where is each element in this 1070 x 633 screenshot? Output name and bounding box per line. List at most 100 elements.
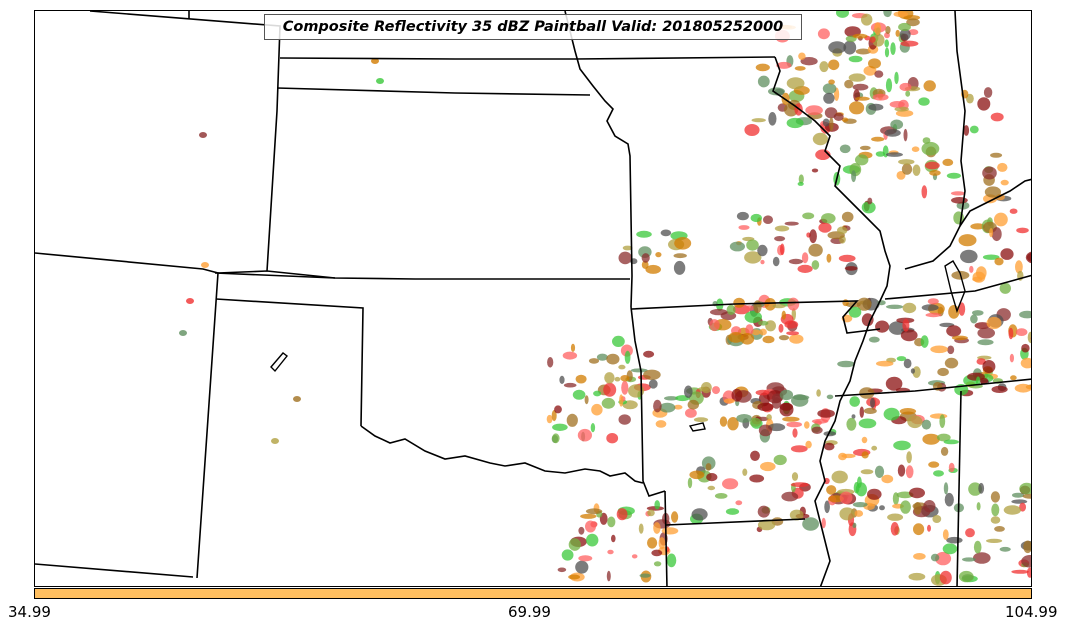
paintball-blob — [991, 503, 1000, 517]
paintball-blob — [986, 538, 1003, 544]
paintball-blob — [977, 339, 994, 346]
paintball-blob — [888, 321, 907, 335]
paintball-blob — [746, 239, 759, 251]
paintball-blob — [591, 403, 603, 416]
paintball-blob — [794, 66, 806, 71]
paintball-blob — [885, 26, 891, 34]
paintball-blob — [750, 213, 762, 223]
paintball-blob — [655, 420, 667, 428]
border-ky-tn — [884, 274, 1031, 300]
paintball-blob — [824, 500, 830, 514]
paintball-blob — [570, 343, 576, 352]
border-ms-al — [956, 390, 962, 586]
paintball-blob — [833, 112, 844, 121]
paintball-blob — [787, 297, 800, 311]
paintball-blob — [958, 234, 977, 247]
paintball-blob — [631, 554, 638, 559]
paintball-blob — [780, 243, 785, 256]
paintball-blob — [921, 419, 932, 430]
paintball-blob — [725, 508, 740, 515]
paintball-blob — [876, 360, 894, 367]
lakes — [270, 260, 966, 432]
paintball-blob — [883, 407, 900, 421]
paintball-blob — [927, 298, 939, 305]
paintball-blob — [786, 77, 805, 90]
paintball-blob — [791, 472, 799, 481]
paintball-blob — [912, 366, 921, 378]
paintball-blob — [577, 428, 593, 442]
paintball-blob — [983, 87, 993, 98]
paintball-blob — [870, 397, 875, 408]
paintball-blob — [869, 36, 876, 43]
paintball-blob — [547, 357, 554, 368]
paintball-blob — [1021, 555, 1031, 568]
paintball-blob — [1003, 505, 1022, 515]
paintball-blob — [890, 119, 904, 130]
colorbar — [34, 588, 1032, 599]
paintball-blob — [838, 254, 856, 262]
paintball-blob — [921, 304, 939, 311]
paintball-blob — [749, 474, 765, 483]
paintball-blob — [673, 260, 686, 275]
paintball-blob — [859, 406, 864, 418]
paintball-blob — [651, 549, 663, 557]
paintball-blob — [1009, 353, 1015, 363]
paintball-blob — [726, 304, 736, 315]
paintball-blob — [779, 389, 794, 401]
paintball-blob — [606, 433, 619, 444]
paintball-blob — [986, 316, 1002, 330]
paintball-blob — [552, 423, 568, 431]
paintball-blob — [638, 523, 644, 534]
paintball-blob — [851, 414, 856, 419]
paintball-blob — [898, 159, 915, 165]
paintball-blob — [885, 78, 893, 93]
paintball-blob — [772, 256, 780, 267]
paintball-blob — [927, 524, 931, 532]
paintball-blob — [753, 300, 762, 314]
paintball-blob — [871, 136, 885, 142]
paintball-blob — [1027, 331, 1031, 344]
paintball-blob — [750, 450, 760, 461]
paintball-blob — [963, 125, 970, 136]
paintball-blob — [925, 312, 942, 318]
paintball-blob — [854, 510, 864, 517]
paintball-blob — [901, 163, 913, 175]
paintball-blob — [551, 410, 557, 422]
paintball-blob — [855, 154, 869, 166]
paintball-blob — [376, 78, 384, 84]
paintball-blob — [797, 264, 813, 273]
paintball-blob — [990, 491, 1001, 503]
border-mo-ar — [631, 300, 881, 334]
paintball-blob — [727, 417, 739, 431]
paintball-blob — [909, 487, 925, 499]
paintball-blob — [596, 353, 608, 361]
paintball-blob — [1000, 179, 1009, 186]
paintball-blob — [719, 416, 728, 427]
paintball-blob — [585, 508, 603, 515]
paintball-blob — [821, 517, 826, 529]
paintball-blob — [928, 461, 940, 468]
colorbar-tick-max: 104.99 — [1005, 603, 1058, 621]
paintball-blob — [792, 394, 810, 401]
paintball-blob — [982, 166, 997, 180]
paintball-blob — [977, 97, 991, 111]
paintball-blob — [897, 464, 906, 477]
paintball-blob — [712, 386, 720, 395]
paintball-blob — [714, 493, 728, 499]
paintball-blob — [969, 265, 974, 273]
paintball-blob — [867, 488, 882, 500]
paintball-blob — [664, 396, 679, 401]
paintball-blob — [907, 415, 923, 429]
paintball-blob — [744, 305, 755, 311]
paintball-blob — [710, 308, 728, 316]
paintball-blob — [848, 73, 866, 82]
paintball-blob — [706, 473, 718, 482]
paintball-blob — [186, 298, 194, 304]
paintball-blob — [874, 465, 885, 478]
paintball-blob — [861, 451, 869, 459]
paintball-layer — [179, 11, 1031, 586]
paintball-blob — [774, 236, 786, 242]
paintball-blob — [546, 414, 553, 424]
paintball-blob — [744, 311, 762, 323]
paintball-blob — [943, 482, 949, 495]
